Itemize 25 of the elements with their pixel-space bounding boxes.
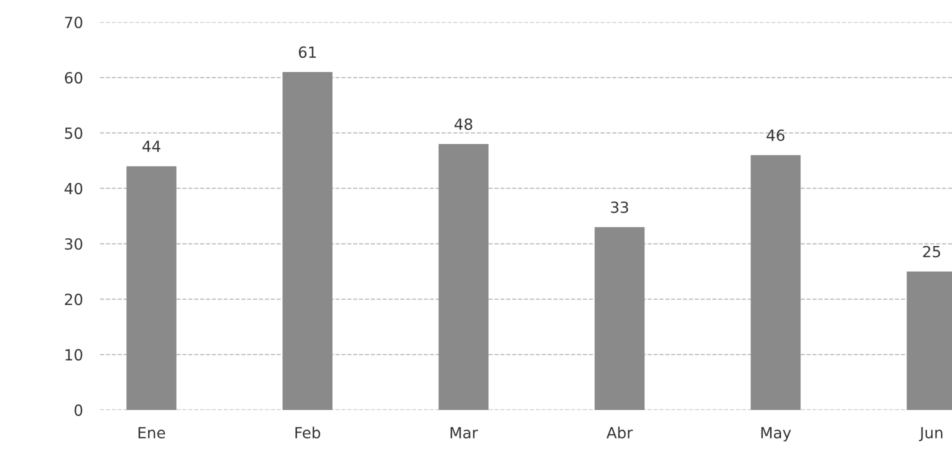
bar: [438, 144, 489, 410]
bar: [282, 72, 332, 410]
y-tick-label: 10: [66, 349, 82, 361]
x-tick-label: Jun: [918, 427, 942, 442]
x-tick-label: Mar: [450, 427, 478, 438]
y-tick-label: 20: [64, 294, 82, 306]
data-label: 48: [454, 118, 472, 130]
x-tick-label: Ene: [138, 427, 166, 438]
data-label: 61: [298, 46, 316, 58]
bar: [126, 166, 176, 410]
x-tick-label: Feb: [295, 426, 320, 438]
bar: [594, 227, 645, 410]
bar: [750, 155, 801, 410]
y-tick-label: 0: [74, 404, 82, 416]
data-label: 25: [923, 246, 940, 258]
x-tick-label: Abr: [606, 426, 633, 438]
y-tick-label: 40: [64, 182, 82, 194]
y-tick-label: 60: [64, 72, 82, 84]
data-label: 33: [611, 202, 628, 214]
y-tick-label: 50: [65, 127, 82, 139]
data-label: 46: [766, 129, 784, 142]
x-tick-label: May: [761, 427, 791, 442]
data-label: 44: [142, 140, 160, 152]
y-tick-label: 70: [65, 16, 82, 28]
y-tick-label: 30: [65, 238, 82, 250]
